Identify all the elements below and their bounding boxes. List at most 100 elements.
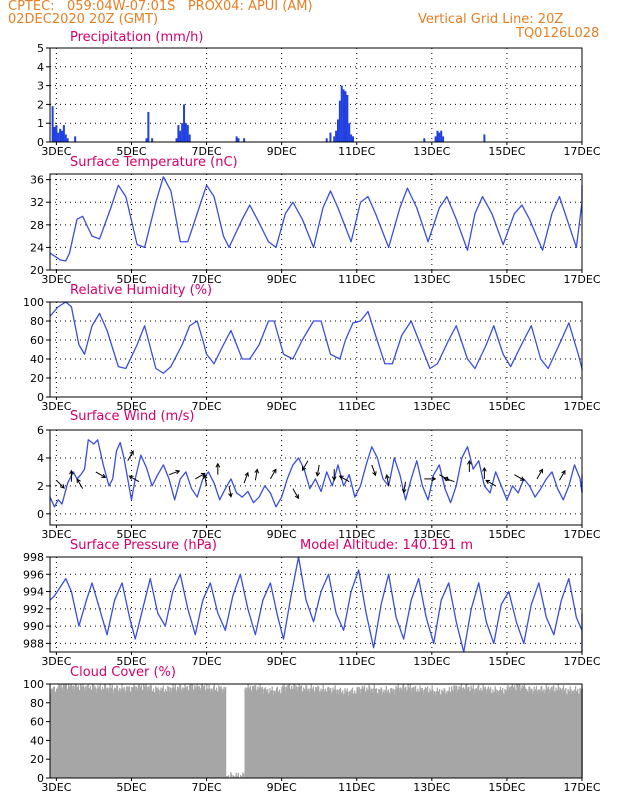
cloud-bar	[182, 690, 185, 778]
wind-arrow-shaft	[95, 471, 106, 478]
cloud-bar	[70, 684, 72, 778]
cloud-bar	[205, 689, 207, 778]
precip-bar	[188, 134, 191, 142]
cloud-bar	[468, 686, 470, 778]
cloud-bar	[82, 684, 84, 778]
cloud-bar	[441, 689, 443, 778]
cloud-bar	[313, 691, 315, 778]
cloud-bar	[486, 693, 488, 778]
cloud-bar	[300, 685, 302, 778]
cloud-bar	[439, 694, 442, 778]
cloud-bar	[562, 685, 565, 778]
cloud-bar	[267, 688, 269, 778]
cloud-bar	[569, 686, 571, 778]
cloud-bar	[86, 688, 88, 778]
cloud-bar	[526, 688, 528, 778]
cloud-bar	[64, 686, 66, 778]
cloud-bar	[321, 691, 323, 778]
cloud-bar	[119, 691, 122, 778]
cloud-bar	[63, 684, 65, 778]
cloud-bar	[576, 691, 578, 778]
temp-xtick-label: 7DEC	[192, 273, 222, 286]
cloud-bar	[408, 687, 410, 778]
wind-xtick-label: 9DEC	[267, 528, 297, 541]
cloud-bar	[516, 684, 518, 778]
cloud-bar	[266, 689, 268, 778]
cloud-bar	[547, 689, 549, 778]
cloud-bar	[239, 774, 242, 778]
cloud-bar	[342, 690, 344, 778]
cloud-bar	[414, 687, 416, 778]
cloud-bar	[391, 691, 393, 778]
cloud-bar	[474, 692, 476, 778]
cloud-bar	[77, 685, 80, 778]
cloud-bar	[88, 687, 90, 778]
cloud-bar	[436, 687, 439, 778]
cloud-bar	[345, 690, 347, 778]
cloud-bar	[139, 687, 141, 778]
cloud-bar	[325, 691, 327, 778]
cloud-bar	[261, 686, 264, 778]
cloud-bar	[144, 687, 146, 778]
cloud-bar	[484, 686, 487, 778]
cloud-bar	[285, 691, 287, 778]
cloud-bar	[104, 684, 107, 778]
cloud-bar	[81, 687, 83, 778]
cloud-bar	[267, 694, 270, 778]
cloud-bar	[424, 687, 426, 778]
cloud-bar	[113, 692, 115, 778]
cloud-bar	[509, 686, 511, 778]
cloud-bar	[122, 687, 124, 778]
cloud-bar	[181, 688, 183, 778]
cloud-bar	[191, 684, 193, 778]
pressure-xtick-label: 13DEC	[413, 655, 450, 668]
pressure-xtick-label: 5DEC	[116, 655, 146, 668]
cloud-bar	[461, 688, 463, 778]
cloud-bar	[515, 690, 517, 778]
wind-arrow-shaft	[254, 469, 258, 481]
cloud-bar	[270, 690, 273, 778]
cloud-bar	[375, 688, 378, 778]
cloud-bar	[152, 688, 155, 778]
cloud-bar	[217, 691, 219, 778]
cloud-bar	[276, 686, 279, 778]
cloud-bar	[488, 691, 490, 778]
precip-bar	[340, 85, 343, 142]
precip-bar	[335, 130, 338, 142]
cloud-bar	[155, 686, 157, 778]
cloud-bar	[59, 684, 61, 778]
wind-arrow-head	[315, 471, 321, 477]
cloud-bar	[350, 693, 352, 778]
wind-arrow-shaft	[228, 485, 232, 497]
cloud-bar	[290, 689, 292, 778]
wind-arrow-head	[215, 462, 221, 468]
cloud-bar	[116, 685, 119, 778]
cloud-bar	[211, 688, 213, 778]
cloud-bar	[407, 684, 409, 778]
precip-bar	[177, 125, 180, 142]
rh-xtick-label: 3DEC	[41, 400, 71, 413]
cloud-bar	[495, 688, 497, 778]
cloud-bar	[568, 690, 570, 778]
pressure-ytick-label: 990	[23, 620, 44, 633]
pressure-title: Surface Pressure (hPa)	[70, 538, 217, 553]
cloud-bar	[185, 687, 187, 778]
cloud-bar	[83, 686, 85, 778]
cloud-frame	[49, 683, 583, 779]
cloud-bar	[278, 691, 280, 778]
cloud-bar	[441, 690, 444, 778]
cloud-bar	[536, 690, 538, 778]
cloud-bar	[378, 689, 381, 778]
cloud-bar	[315, 687, 318, 778]
cloud-bar	[174, 684, 176, 778]
precip-bar	[344, 91, 347, 142]
wind-arrow-shaft	[56, 479, 65, 489]
cloud-bar	[71, 684, 73, 778]
cloud-bar	[442, 692, 445, 778]
cloud-bar	[481, 691, 483, 778]
wind-panel	[46, 429, 583, 528]
cloud-bar	[194, 685, 196, 778]
temp-frame	[49, 173, 583, 271]
cloud-bar	[137, 690, 139, 778]
cloud-bar	[458, 685, 460, 778]
